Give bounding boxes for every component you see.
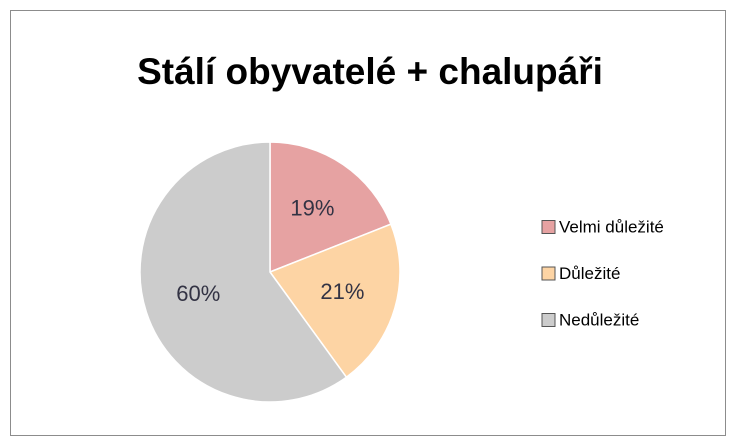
legend-label: Velmi důležité [559, 217, 664, 236]
legend-label: Důležité [559, 264, 620, 283]
data-label: 19% [290, 195, 334, 220]
pie-slice [139, 141, 348, 403]
legend-swatch [541, 313, 556, 327]
pie-slice [268, 223, 401, 379]
data-label: 21% [320, 279, 364, 304]
pie-slice [269, 141, 392, 274]
legend-swatch [541, 266, 556, 281]
chart-title: Stálí obyvatelé + chalupáři [137, 51, 603, 92]
legend-swatch [541, 220, 556, 234]
data-label: 60% [176, 281, 220, 306]
legend-label: Nedůležité [559, 310, 639, 329]
